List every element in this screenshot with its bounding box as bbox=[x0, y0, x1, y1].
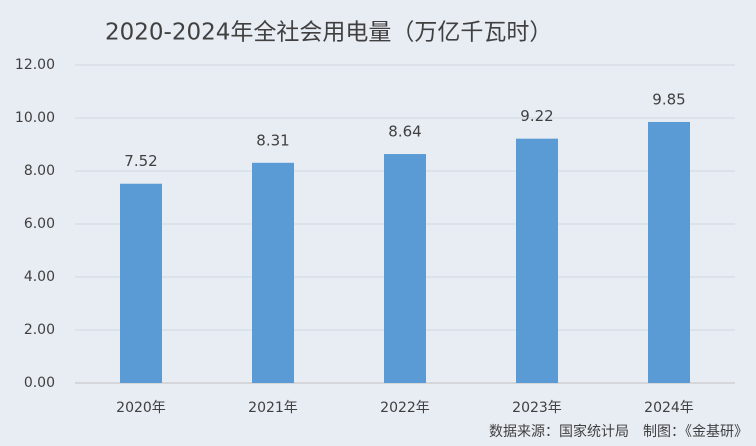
bar bbox=[252, 162, 294, 383]
y-tick-label: 12.00 bbox=[15, 57, 55, 73]
y-tick-label: 2.00 bbox=[24, 322, 55, 338]
bar bbox=[516, 138, 558, 383]
x-tick-label: 2023年 bbox=[512, 400, 562, 416]
x-tick-label: 2021年 bbox=[248, 400, 298, 416]
bar bbox=[384, 154, 426, 383]
y-tick-label: 4.00 bbox=[24, 269, 55, 285]
bar bbox=[120, 183, 162, 383]
y-tick-label: 6.00 bbox=[24, 216, 55, 232]
bar bbox=[648, 121, 690, 383]
y-tick-label: 10.00 bbox=[15, 110, 55, 126]
x-tick-label: 2020年 bbox=[116, 400, 166, 416]
chart-title: 2020-2024年全社会用电量（万亿千瓦时） bbox=[105, 20, 552, 46]
source-note: 数据来源：国家统计局 制图：《金基研》 bbox=[489, 423, 748, 440]
y-tick-label: 8.00 bbox=[24, 163, 55, 179]
data-label: 7.52 bbox=[124, 152, 157, 170]
x-tick-label: 2022年 bbox=[380, 400, 430, 416]
x-tick-label: 2024年 bbox=[644, 400, 694, 416]
data-label: 8.64 bbox=[388, 123, 421, 141]
y-tick-label: 0.00 bbox=[24, 375, 55, 391]
data-label: 9.22 bbox=[520, 107, 553, 125]
data-label: 9.85 bbox=[652, 90, 685, 108]
data-label: 8.31 bbox=[256, 131, 289, 149]
